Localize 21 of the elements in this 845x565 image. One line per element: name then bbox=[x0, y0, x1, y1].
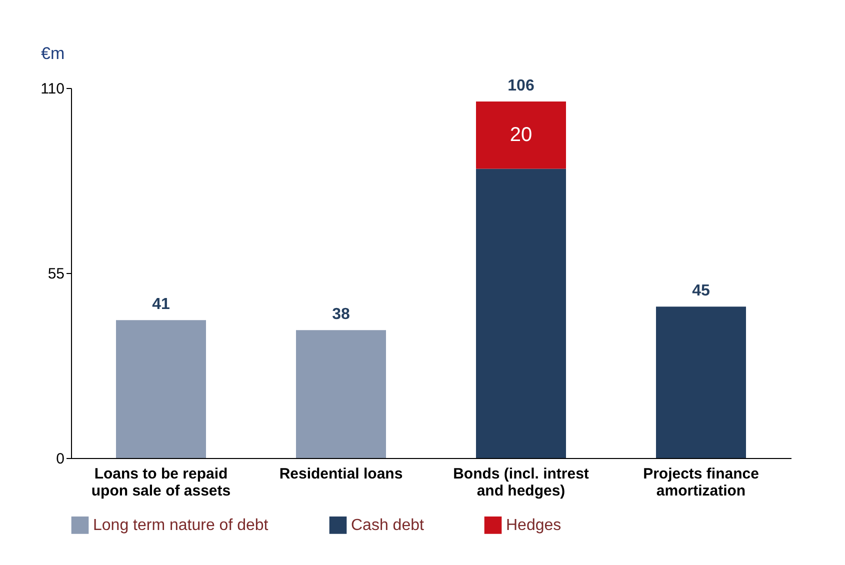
total-label: 106 bbox=[508, 77, 534, 94]
y-tick-label: 110 bbox=[40, 80, 64, 98]
legend-label: Cash debt bbox=[351, 517, 424, 534]
total-label: 45 bbox=[692, 282, 710, 300]
bar bbox=[296, 330, 386, 458]
x-tick-label: Bonds (incl. intrest and hedges) bbox=[453, 466, 589, 500]
total-label: 41 bbox=[152, 296, 170, 314]
bar bbox=[476, 101, 566, 169]
x-tick-label: Residential loans bbox=[279, 466, 403, 482]
legend-label: Long term nature of debt bbox=[93, 517, 269, 534]
total-label: 38 bbox=[332, 306, 350, 324]
bar bbox=[656, 306, 746, 458]
bar bbox=[476, 168, 566, 458]
x-tick-label: Projects finance amortization bbox=[643, 466, 759, 500]
legend-label: Hedges bbox=[506, 517, 562, 534]
y-tick-label: 55 bbox=[48, 266, 64, 282]
bar bbox=[116, 320, 206, 458]
y-tick-label: 0 bbox=[56, 450, 64, 468]
y-axis-title: €m bbox=[41, 44, 65, 63]
data-label: 20 bbox=[510, 124, 532, 146]
x-tick-label: Loans to be repaid upon sale of assets bbox=[91, 466, 231, 500]
